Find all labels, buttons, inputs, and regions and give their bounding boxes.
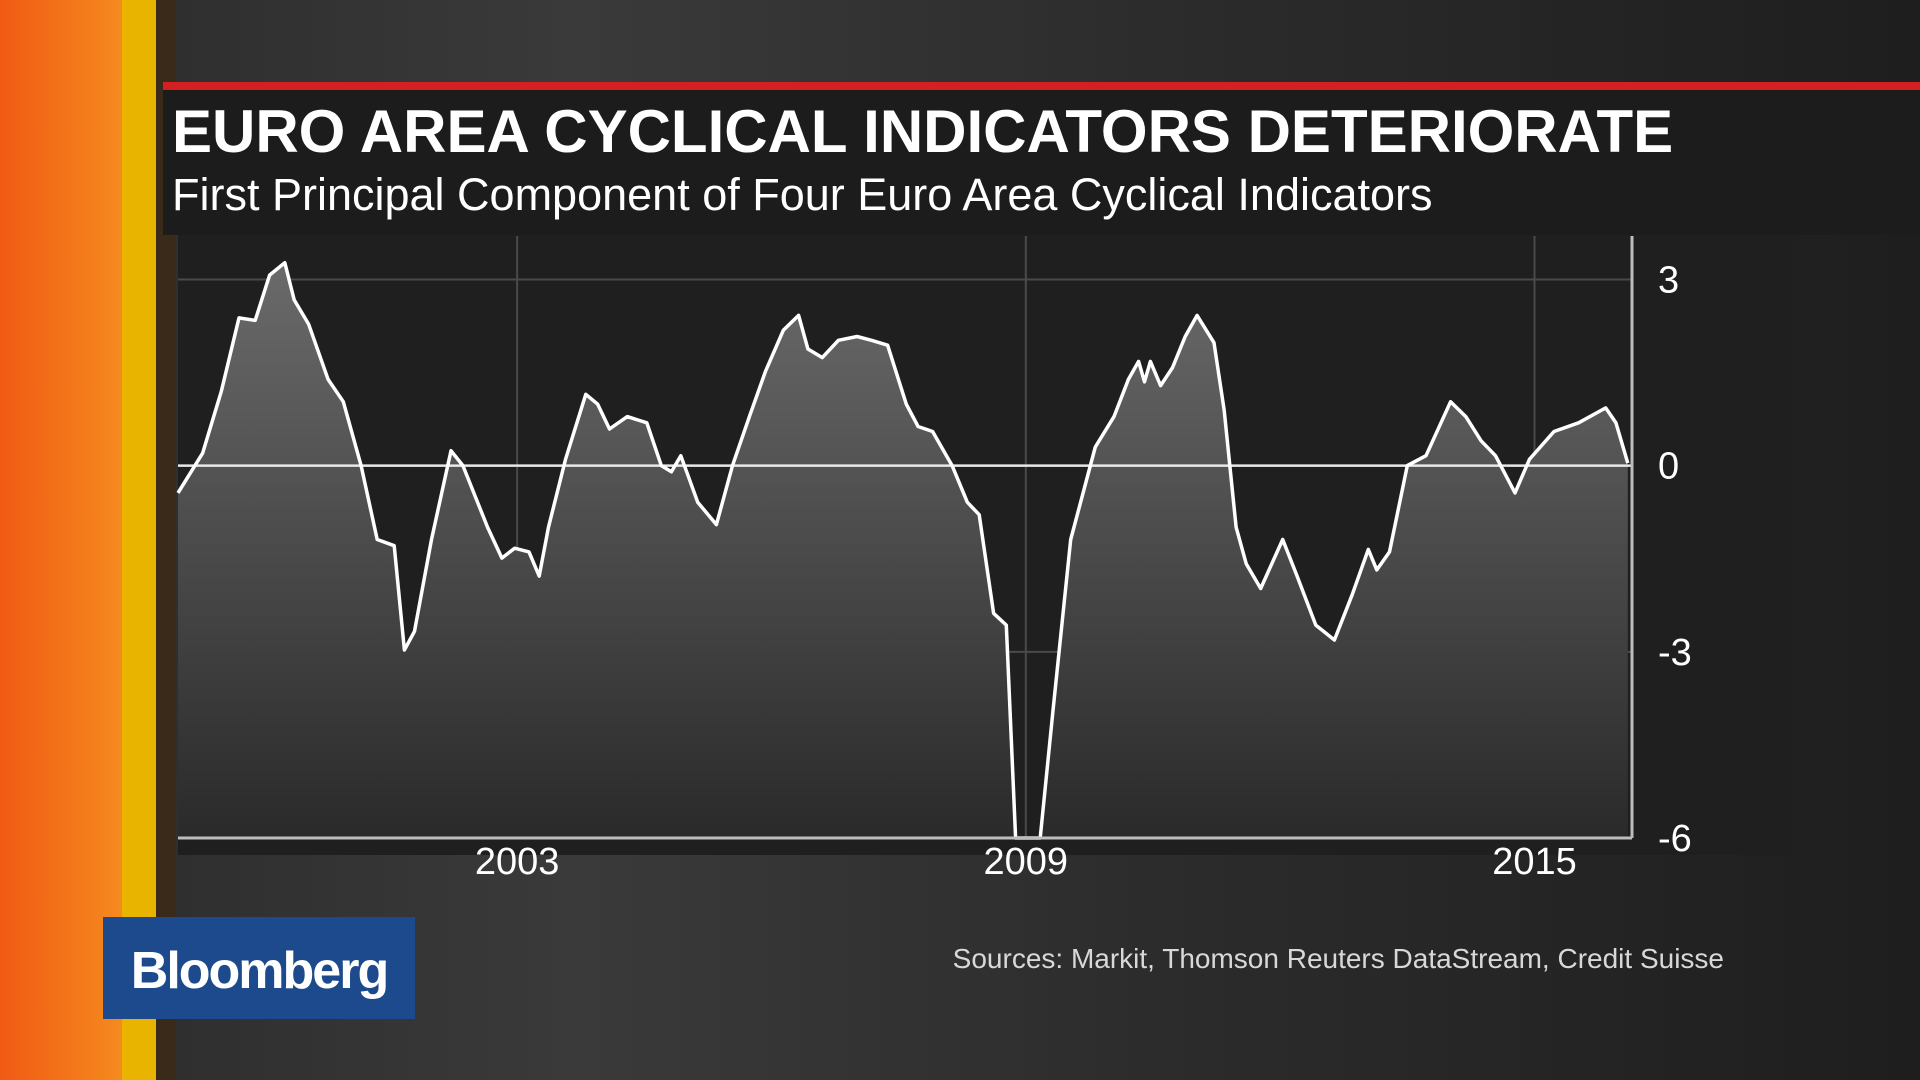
y-tick-label: 0	[1658, 446, 1679, 488]
brand-logo: Bloomberg	[131, 942, 387, 1000]
chart-subtitle: First Principal Component of Four Euro A…	[172, 169, 1433, 220]
orange-strip	[0, 0, 122, 1080]
area	[178, 262, 1628, 838]
red-rule	[163, 82, 1920, 90]
chart-title: EURO AREA CYCLICAL INDICATORS DETERIORAT…	[172, 98, 1673, 165]
line	[176, 260, 1630, 840]
source: Sources: Markit, Thomson Reuters DataStr…	[953, 943, 1724, 974]
x-tick-label: 2003	[475, 841, 560, 883]
x-tick-label: 2009	[984, 841, 1069, 883]
yellow-strip	[122, 0, 156, 1080]
y-tick-label: -3	[1658, 632, 1692, 674]
plot: 2003 2009 2015 3 0 -3 -6	[176, 236, 1692, 883]
brand-box	[103, 917, 415, 1019]
dark-strip	[156, 0, 176, 1080]
y-tick-label: -6	[1658, 818, 1692, 860]
y-tick-label: 3	[1658, 259, 1679, 301]
x-tick-label: 2015	[1492, 841, 1577, 883]
title-band	[163, 82, 1920, 235]
